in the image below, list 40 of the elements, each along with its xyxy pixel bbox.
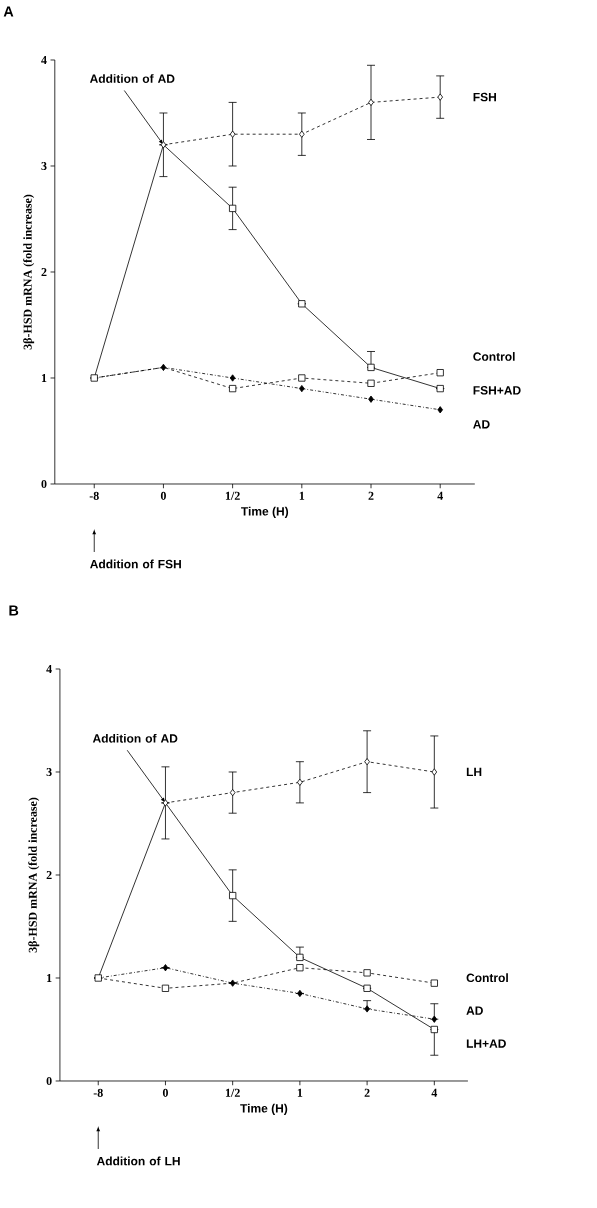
y-tick-label: 0: [46, 1076, 52, 1086]
text: Addition of LH: [96, 1156, 180, 1166]
text: FSH: [473, 92, 496, 102]
text: Control: [466, 973, 508, 983]
x-tick-label: 4: [437, 491, 443, 500]
y-tick-label: 1: [46, 974, 52, 982]
text: Addition of FSH: [89, 559, 181, 569]
y-axis-title: 3β-HSD mRNA (fold increase): [23, 194, 35, 350]
x-tick-label: -8: [93, 1088, 103, 1097]
x-tick-label: -8: [89, 491, 99, 500]
y-tick-label: 4: [41, 56, 47, 64]
x-tick-label: 4: [431, 1088, 437, 1097]
x-tick-label: 1: [297, 1088, 303, 1097]
x-axis-title: Time (H): [240, 1103, 288, 1115]
x-tick-label: 2: [364, 1088, 370, 1097]
y-tick-label: 2: [41, 268, 47, 276]
x-tick-label: 0: [162, 1088, 168, 1097]
chart-title: A: [3, 6, 14, 17]
x-axis-title: Time (H): [240, 506, 288, 518]
y-tick-label: 0: [41, 479, 47, 489]
annotation: Addition of AD: [89, 74, 175, 83]
text: Control: [473, 352, 515, 361]
y-tick-label: 3: [41, 161, 47, 171]
text: LH+AD: [466, 1039, 506, 1048]
y-axis-title: 3β-HSD mRNA (fold increase): [28, 797, 40, 953]
text: AD: [466, 1006, 483, 1015]
text: AD: [472, 420, 490, 429]
y-tick-label: 3: [46, 767, 52, 777]
y-tick-label: 2: [46, 871, 52, 879]
chart-title: B: [9, 605, 19, 616]
x-tick-label: 0: [160, 491, 166, 500]
annotation: Addition of AD: [92, 733, 178, 743]
y-tick-label: 4: [46, 665, 52, 673]
x-tick-label: 1/2: [225, 1088, 240, 1097]
y-tick-label: 1: [41, 374, 47, 382]
x-tick-label: 1/2: [225, 491, 240, 500]
x-tick-label: 1: [299, 491, 305, 500]
x-tick-label: 2: [368, 491, 374, 500]
text: LH: [466, 767, 482, 777]
text: FSH+AD: [473, 386, 521, 395]
